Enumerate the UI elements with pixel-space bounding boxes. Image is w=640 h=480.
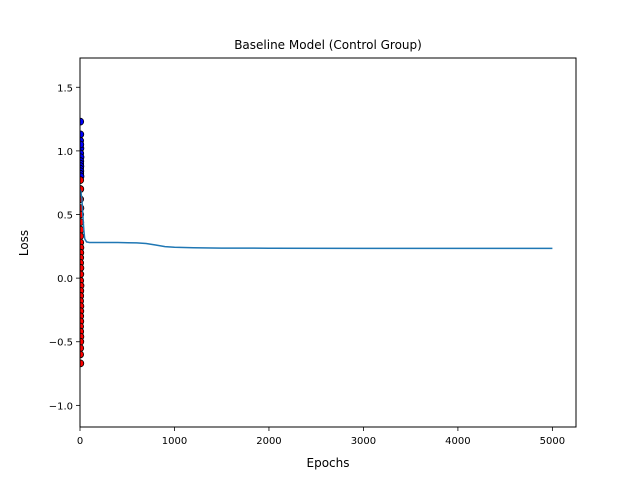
x-tick-label: 2000 <box>256 436 281 447</box>
x-axis-label: Epochs <box>307 456 350 470</box>
x-tick-label: 1000 <box>162 436 187 447</box>
x-tick-label: 0 <box>77 436 83 447</box>
y-tick-label: 0.5 <box>57 211 73 222</box>
y-tick-label: 0.0 <box>57 274 73 285</box>
plot-area <box>80 117 553 368</box>
y-axis-label: Loss <box>17 230 31 256</box>
y-axis: −1.0 −0.5 0.0 0.5 1.0 1.5 <box>49 83 80 412</box>
y-tick-label: −1.0 <box>49 401 73 412</box>
x-tick-label: 3000 <box>351 436 376 447</box>
x-axis: 0 1000 2000 3000 4000 5000 <box>77 427 565 447</box>
y-tick-label: −0.5 <box>49 338 73 349</box>
loss-line <box>80 188 553 250</box>
chart-title: Baseline Model (Control Group) <box>234 38 422 52</box>
x-tick-label: 4000 <box>445 436 470 447</box>
x-tick-label: 5000 <box>540 436 565 447</box>
y-tick-label: 1.0 <box>57 147 73 158</box>
y-tick-label: 1.5 <box>57 83 73 94</box>
axes-frame <box>79 57 577 428</box>
